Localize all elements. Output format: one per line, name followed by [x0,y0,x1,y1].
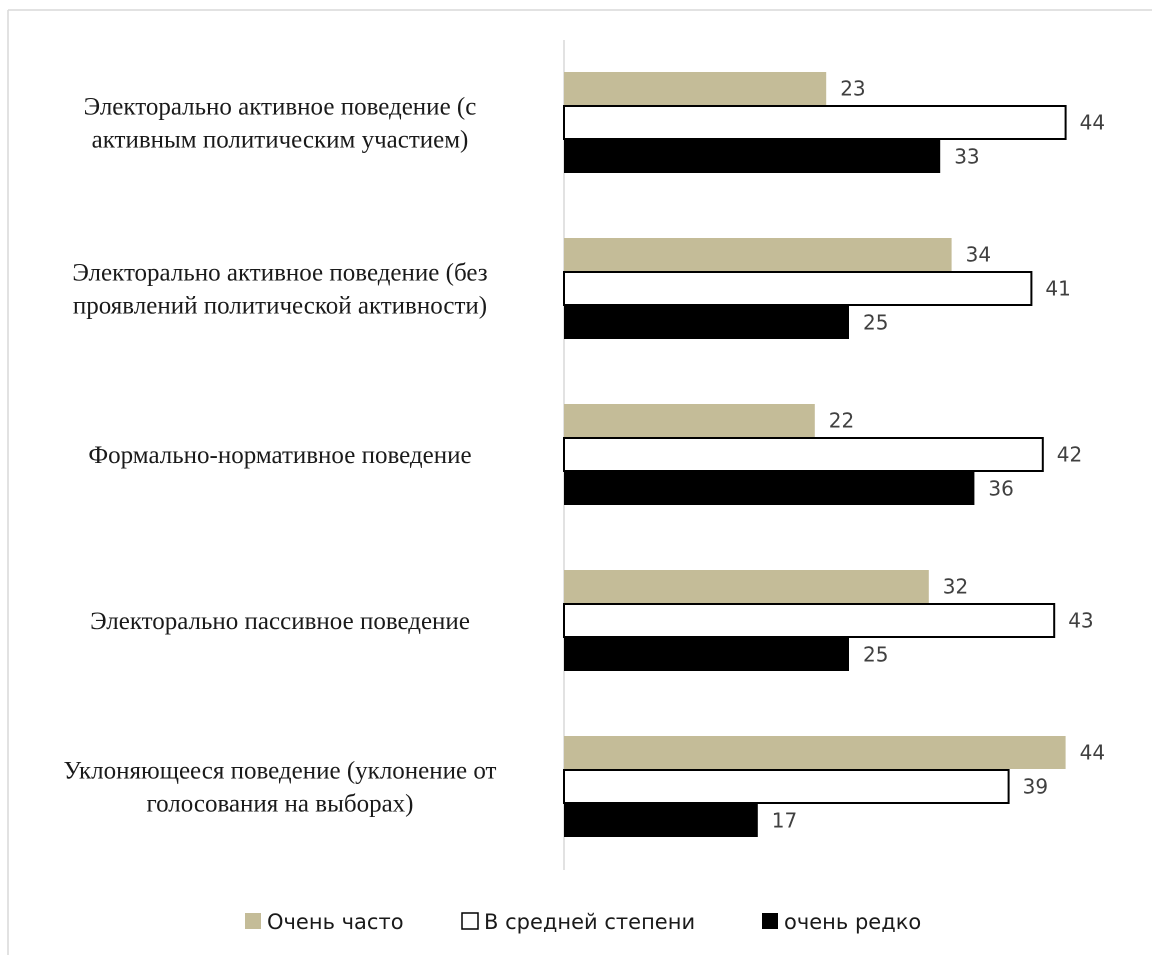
bar-medium-4 [563,603,1056,638]
data-label-often-3: 22 [829,409,854,433]
data-label-rare-3: 36 [988,477,1013,501]
data-label-rare-2: 25 [863,311,888,335]
bar-rare-2 [564,306,849,339]
category-label-4: Электорально пассивное поведение [90,608,470,635]
legend-swatch-medium [461,912,479,930]
data-label-medium-5: 39 [1023,775,1048,799]
bar-medium-3 [563,437,1044,472]
bar-rare-1 [564,140,941,173]
data-label-medium-4: 43 [1068,609,1093,633]
bar-medium-1 [563,105,1067,140]
bar-rare-3 [564,472,975,505]
data-label-often-2: 34 [966,243,991,267]
bars-group: 23 44 33 34 41 25 22 42 36 32 43 25 44 39 17 [563,72,1105,837]
category-label-1-line-2: активным политическим участием) [92,127,469,154]
bar-often-4 [564,570,929,603]
category-label-2-line-2: проявлений политической активности) [73,293,487,320]
category-label-5-line-2: голосования на выборах) [146,791,413,818]
data-label-rare-4: 25 [863,643,888,667]
category-label-1-line-1: Электорально активное поведение (с [84,94,477,121]
data-label-often-5: 44 [1080,741,1105,765]
data-label-rare-5: 17 [772,809,797,833]
bar-often-2 [564,238,952,271]
category-labels: Электорально активное поведение (с активн… [64,94,497,818]
bar-often-5 [564,736,1066,769]
legend-label-medium: В средней степени [484,910,695,934]
bar-rare-5 [564,804,758,837]
data-label-rare-1: 33 [954,145,979,169]
data-label-often-1: 23 [840,77,865,101]
bar-often-1 [564,72,827,105]
data-label-medium-2: 41 [1045,277,1070,301]
legend-swatch-often [245,913,261,929]
bar-often-3 [564,404,815,437]
legend: Очень часто В средней степени очень редко [245,910,921,934]
category-label-3: Формально-нормативное поведение [88,442,471,469]
legend-label-rare: очень редко [784,910,921,934]
legend-swatch-rare [762,913,778,929]
bar-medium-5 [563,769,1010,804]
category-label-5-line-1: Уклоняющееся поведение (уклонение от [64,758,497,785]
bar-medium-2 [563,271,1033,306]
data-label-often-4: 32 [943,575,968,599]
data-label-medium-3: 42 [1057,443,1082,467]
category-label-2-line-1: Электорально активное поведение (без [72,260,487,287]
bar-rare-4 [564,638,849,671]
data-label-medium-1: 44 [1080,111,1105,135]
legend-label-often: Очень часто [267,910,404,934]
